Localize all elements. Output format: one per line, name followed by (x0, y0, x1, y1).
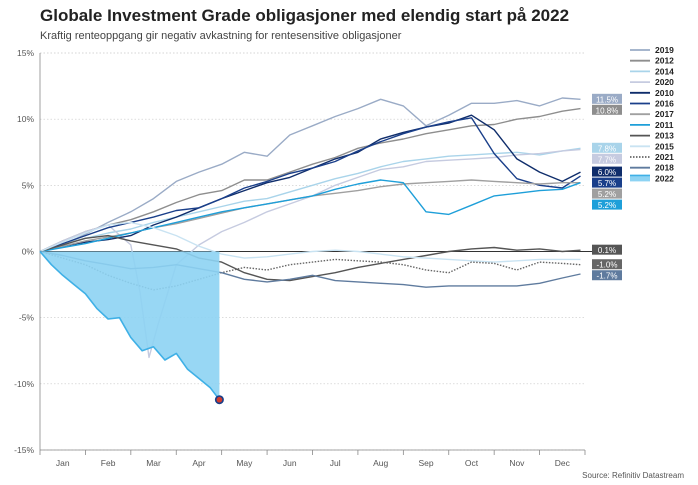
legend-label: 2022 (655, 173, 674, 183)
end-label-text: -1.0% (597, 261, 618, 270)
x-tick-label: Sep (418, 458, 433, 468)
end-label-text: 10.8% (596, 106, 619, 115)
series-line-2011 (39, 179, 581, 253)
y-tick-label: -5% (19, 313, 35, 323)
series-line-2019 (39, 97, 581, 253)
end-label-text: 7.8% (598, 144, 616, 153)
end-label-badge (592, 166, 622, 177)
end-label-badge (592, 177, 622, 188)
series-line-2012 (39, 107, 581, 253)
legend: 2019201220142020201020162017201120132015… (630, 45, 674, 183)
y-tick-label: -10% (14, 379, 34, 389)
legend-label: 2010 (655, 88, 674, 98)
legend-swatch (630, 175, 650, 182)
x-tick-label: Jul (330, 458, 341, 468)
x-tick-label: Aug (373, 458, 388, 468)
end-label-text: 11.5% (596, 95, 618, 104)
x-tick-label: Mar (146, 458, 161, 468)
end-marker-inner (216, 396, 223, 403)
end-label-text: 5.2% (598, 201, 616, 210)
y-tick-label: -15% (14, 445, 34, 455)
y-tick-label: 10% (17, 114, 34, 124)
end-label-text: 5.7% (598, 179, 616, 188)
legend-label: 2015 (655, 141, 674, 151)
end-label-layer: 11.5% 10.8% 7.8% 7.7% 6.0% 5.7% 5.2% 5.2% 0.1% -1… (592, 93, 622, 281)
series-line-2015 (39, 221, 581, 263)
series-area-2022 (40, 251, 220, 400)
legend-label: 2018 (655, 163, 674, 173)
series-line-2013 (39, 234, 581, 282)
x-tick-label: Jan (56, 458, 70, 468)
x-tick-label: Apr (192, 458, 205, 468)
legend-label: 2021 (655, 152, 674, 162)
legend-label: 2014 (655, 66, 674, 76)
chart-subtitle: Kraftig renteoppgang gir negativ avkastn… (40, 30, 402, 42)
x-tick-label: Oct (465, 458, 479, 468)
x-tick-label: Feb (101, 458, 116, 468)
y-tick-label: 5% (22, 180, 35, 190)
end-label-badge (592, 259, 622, 270)
x-tick-label: Jun (283, 458, 297, 468)
legend-label: 2012 (655, 56, 674, 66)
y-tick-label: 0% (22, 247, 35, 257)
end-label-badge (592, 188, 622, 199)
series-layer (39, 97, 581, 405)
end-label-badge (592, 93, 622, 104)
end-label-badge (592, 199, 622, 210)
end-label-badge (592, 142, 622, 153)
end-label-badge (592, 270, 622, 281)
axis-layer: 15% 10% 5% 0% -5% -10% -15% Jan Feb Mar Apr May Jun J… (14, 48, 586, 468)
end-label-text: 0.1% (598, 246, 616, 255)
end-label-text: 6.0% (598, 168, 616, 177)
x-tick-label: Dec (555, 458, 571, 468)
legend-label: 2020 (655, 77, 674, 87)
x-tick-label: Nov (509, 458, 525, 468)
legend-label: 2017 (655, 109, 674, 119)
end-label-badge (592, 104, 622, 115)
series-line-2022 (39, 250, 221, 401)
end-label-text: -1.7% (597, 272, 618, 281)
end-label-text: 7.7% (598, 155, 616, 164)
legend-label: 2016 (655, 99, 674, 109)
end-label-badge (592, 244, 622, 255)
source-note: Source: Refinitiv Datastream (582, 471, 684, 480)
chart-title: Globale Investment Grade obligasjoner me… (40, 6, 570, 25)
x-tick-label: May (236, 458, 253, 468)
end-label-text: 5.2% (598, 190, 616, 199)
legend-label: 2011 (655, 120, 674, 130)
legend-label: 2013 (655, 131, 674, 141)
series-line-2016 (39, 117, 581, 253)
end-label-badge (592, 153, 622, 164)
y-tick-label: 15% (17, 48, 34, 58)
legend-label: 2019 (655, 45, 674, 55)
